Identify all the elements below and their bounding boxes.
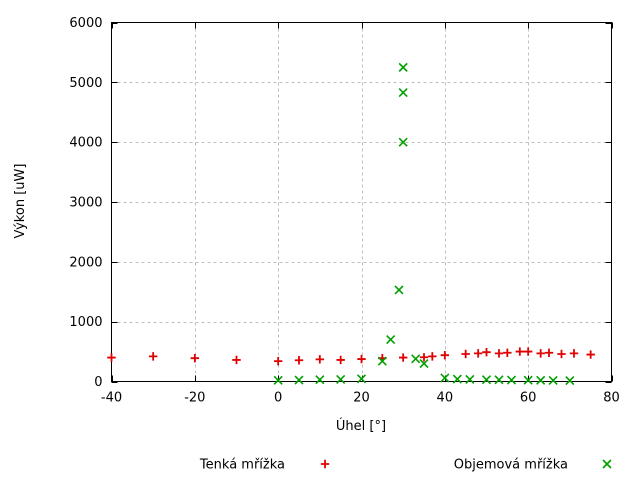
data-point-plus <box>461 349 470 359</box>
data-point-plus <box>503 348 512 357</box>
data-point-plus <box>494 349 504 358</box>
data-point-plus <box>294 356 304 365</box>
data-point-cross <box>481 375 492 385</box>
data-point-cross <box>494 375 504 385</box>
plot-frame <box>110 21 613 383</box>
data-point-cross <box>273 375 283 385</box>
data-point-plus <box>544 348 554 357</box>
y-tick-labels: 0 1000 2000 3000 4000 5000 6000 <box>69 16 102 390</box>
legend-marker-cross-icon <box>602 459 612 469</box>
data-point-cross <box>523 375 533 385</box>
y-tick-label: 1000 <box>69 315 102 330</box>
data-point-cross <box>548 375 558 385</box>
data-point-plus <box>440 350 450 360</box>
y-tick-label: 6000 <box>69 16 102 31</box>
data-point-plus <box>107 353 116 362</box>
data-point-cross <box>465 374 475 384</box>
data-point-cross <box>536 375 546 385</box>
data-point-plus <box>398 353 408 362</box>
data-point-cross <box>411 354 421 364</box>
data-point-cross <box>315 375 325 385</box>
data-point-plus <box>357 354 366 364</box>
x-tick-label: -40 <box>101 391 122 406</box>
data-point-cross <box>386 335 396 345</box>
data-point-plus <box>523 347 533 356</box>
x-tick-label: -20 <box>184 391 205 406</box>
x-axis-title: Úhel [°] <box>336 418 386 434</box>
y-tick-label: 3000 <box>69 196 102 211</box>
data-series <box>107 62 595 386</box>
x-tick-label: 40 <box>437 391 454 406</box>
data-point-cross <box>398 137 408 147</box>
data-point-cross <box>440 373 450 383</box>
x-tick-label: 80 <box>603 391 620 406</box>
data-point-plus <box>557 349 566 359</box>
y-tick-label: 2000 <box>69 255 102 270</box>
legend: Tenká mřížka Objemová mřížka <box>199 458 612 473</box>
legend-label-2[interactable]: Objemová mřížka <box>454 458 568 473</box>
data-point-plus <box>515 347 525 356</box>
data-point-plus <box>482 347 491 357</box>
data-point-cross <box>398 87 408 98</box>
data-point-plus <box>315 355 325 364</box>
data-point-plus <box>148 352 158 361</box>
data-point-plus <box>190 353 200 363</box>
legend-marker-plus-icon <box>320 459 330 469</box>
data-point-cross <box>565 376 575 386</box>
data-point-cross <box>356 374 367 384</box>
data-point-plus <box>232 355 241 365</box>
data-point-plus <box>428 352 437 361</box>
data-point-plus <box>536 349 545 358</box>
y-axis-title: Výkon [uW] <box>13 164 28 239</box>
series-2-points <box>273 62 575 386</box>
y-tick-label: 4000 <box>69 136 102 151</box>
data-point-plus <box>336 355 345 365</box>
data-point-cross <box>294 375 304 385</box>
data-point-plus <box>586 350 595 359</box>
data-point-cross <box>394 285 404 295</box>
data-point-cross <box>419 358 429 369</box>
data-point-cross <box>506 375 517 385</box>
gridlines <box>111 22 612 382</box>
y-tick-label: 0 <box>94 375 102 390</box>
legend-label-1[interactable]: Tenká mřížka <box>199 458 285 473</box>
data-point-cross <box>377 356 387 366</box>
data-point-plus <box>419 353 429 362</box>
x-tick-label: 20 <box>353 391 370 406</box>
data-point-plus <box>569 349 579 358</box>
data-point-cross <box>452 374 462 384</box>
y-tick-label: 5000 <box>69 76 102 91</box>
data-point-cross <box>336 374 346 384</box>
x-tick-label: 60 <box>520 391 537 406</box>
x-tick-labels: -40 -20 0 20 40 60 80 <box>101 391 620 406</box>
data-point-plus <box>273 356 283 366</box>
data-point-cross <box>398 62 408 72</box>
data-point-plus <box>473 349 483 358</box>
x-tick-label: 0 <box>274 391 282 406</box>
plot-border <box>110 21 613 383</box>
